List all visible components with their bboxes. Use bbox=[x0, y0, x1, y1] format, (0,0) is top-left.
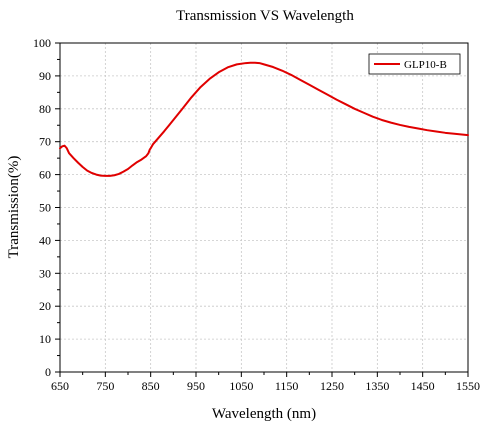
x-axis-label: Wavelength (nm) bbox=[212, 406, 316, 422]
y-tick-label: 100 bbox=[33, 36, 51, 50]
y-tick-label: 10 bbox=[39, 332, 51, 346]
x-tick-label: 650 bbox=[51, 379, 69, 393]
x-tick-label: 950 bbox=[187, 379, 205, 393]
y-tick-label: 0 bbox=[45, 365, 51, 379]
y-tick-label: 50 bbox=[39, 201, 51, 215]
y-axis-label: Transmission(%) bbox=[6, 156, 22, 259]
x-axis-ticks: 650 750 850 950 1050 1150 1250 1350 1450 1550 bbox=[51, 372, 480, 393]
x-tick-label: 750 bbox=[96, 379, 114, 393]
y-tick-label: 90 bbox=[39, 69, 51, 83]
x-tick-label: 1150 bbox=[275, 379, 299, 393]
y-axis-ticks: 0 10 20 30 40 50 60 70 80 90 100 bbox=[33, 36, 60, 379]
x-tick-label: 850 bbox=[142, 379, 160, 393]
y-tick-label: 30 bbox=[39, 266, 51, 280]
chart-title: Transmission VS Wavelength bbox=[176, 8, 354, 24]
x-tick-label: 1550 bbox=[456, 379, 480, 393]
y-tick-label: 20 bbox=[39, 299, 51, 313]
x-tick-label: 1350 bbox=[365, 379, 389, 393]
x-tick-label: 1250 bbox=[320, 379, 344, 393]
y-tick-label: 70 bbox=[39, 135, 51, 149]
legend: GLP10-B bbox=[368, 53, 461, 75]
y-tick-label: 60 bbox=[39, 168, 51, 182]
legend-box bbox=[368, 53, 461, 75]
y-tick-label: 80 bbox=[39, 102, 51, 116]
x-tick-label: 1050 bbox=[229, 379, 253, 393]
series-line-glp10-b bbox=[59, 61, 469, 177]
x-tick-label: 1450 bbox=[411, 379, 435, 393]
y-tick-label: 40 bbox=[39, 233, 51, 247]
legend-label: GLP10-B bbox=[404, 59, 447, 71]
grid-lines bbox=[60, 43, 468, 372]
